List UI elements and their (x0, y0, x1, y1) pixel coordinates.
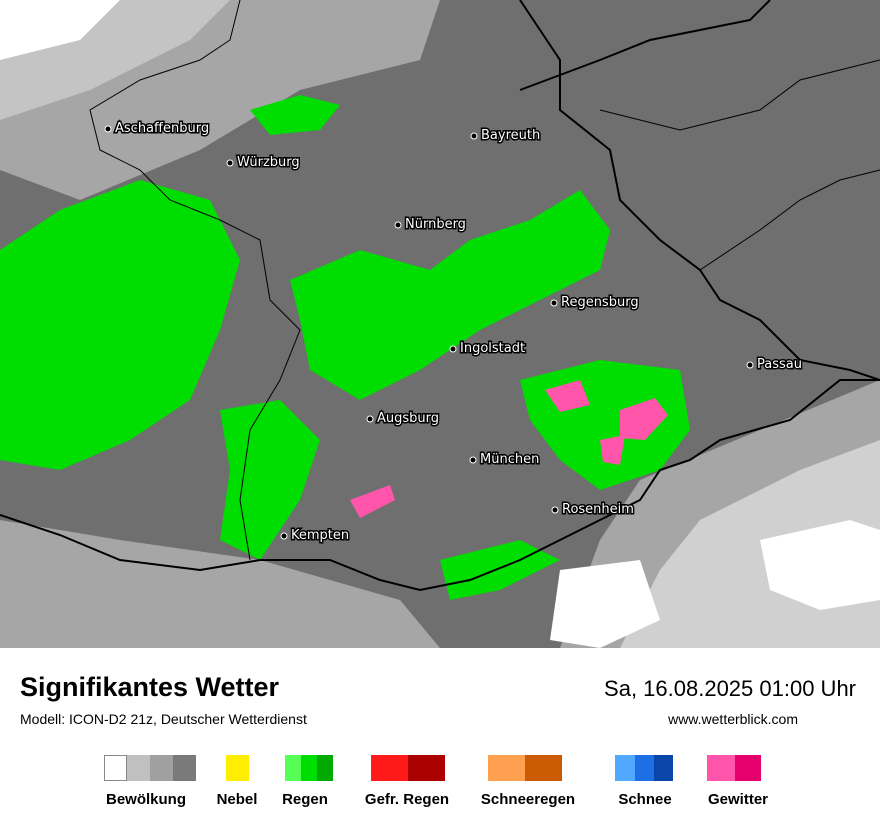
city-label: Aschaffenburg (115, 121, 209, 136)
borders (0, 0, 880, 592)
cities: Aschaffenburg Würzburg Bayreuth Nürnberg… (104, 120, 803, 545)
thunderstorm-area (350, 485, 395, 518)
cloud-clear (550, 560, 660, 648)
city-dot (551, 506, 559, 514)
city-dot (280, 532, 288, 540)
city-dot (226, 159, 234, 167)
legend-label: Regen (282, 791, 328, 808)
city-dot (449, 345, 457, 353)
thunderstorm-area (545, 380, 590, 412)
city-dot (366, 415, 374, 423)
legend-label: Schneeregen (480, 791, 576, 808)
city-dot (104, 125, 112, 133)
city-label: Nürnberg (405, 217, 466, 232)
swatch (104, 755, 127, 781)
map: Aschaffenburg Würzburg Bayreuth Nürnberg… (0, 0, 880, 648)
city-label: Rosenheim (562, 502, 634, 517)
swatch (371, 755, 408, 781)
rain-area (290, 190, 610, 400)
swatch (408, 755, 445, 781)
swatch (488, 755, 525, 781)
swatch (127, 755, 150, 781)
swatch (173, 755, 196, 781)
city-dot (550, 299, 558, 307)
swatch (150, 755, 173, 781)
city-label: Regensburg (561, 295, 639, 310)
swatch (735, 755, 761, 781)
title: Signifikantes Wetter (20, 672, 280, 702)
swatch (226, 755, 249, 781)
swatch (707, 755, 735, 781)
city-dot (469, 456, 477, 464)
swatch (615, 755, 635, 781)
website: www.wetterblick.com (668, 711, 798, 727)
city-label: Würzburg (237, 155, 300, 170)
swatch (654, 755, 673, 781)
legend-label: Schnee (618, 791, 672, 808)
cloud-light (0, 520, 440, 648)
legend-label: Nebel (216, 791, 258, 808)
city-label: Augsburg (377, 411, 439, 426)
city-dot (470, 132, 478, 140)
subtitle: Modell: ICON-D2 21z, Deutscher Wetterdie… (20, 711, 307, 727)
city-label: München (480, 452, 539, 467)
swatch (301, 755, 317, 781)
city-label: Passau (757, 357, 802, 372)
rain-area (0, 180, 240, 470)
city-dot (394, 221, 402, 229)
cloud-clear (760, 520, 880, 610)
city-dot (746, 361, 754, 369)
swatch (525, 755, 562, 781)
state-borders (89, 0, 880, 561)
city-label: Bayreuth (481, 128, 540, 143)
legend-label: Gewitter (707, 791, 769, 808)
legend-label: Gefr. Regen (364, 791, 450, 808)
city-label: Kempten (291, 528, 349, 543)
city-label: Ingolstadt (460, 341, 525, 356)
rain-area (250, 95, 340, 135)
thunderstorm-area (600, 435, 625, 465)
swatch (317, 755, 333, 781)
swatch (285, 755, 301, 781)
swatch (635, 755, 654, 781)
rain-area (220, 400, 320, 560)
cloud-clear (0, 0, 120, 60)
thunderstorm-area (620, 398, 668, 440)
datetime: Sa, 16.08.2025 01:00 Uhr (604, 676, 856, 701)
legend-label: Bewölkung (105, 791, 187, 808)
